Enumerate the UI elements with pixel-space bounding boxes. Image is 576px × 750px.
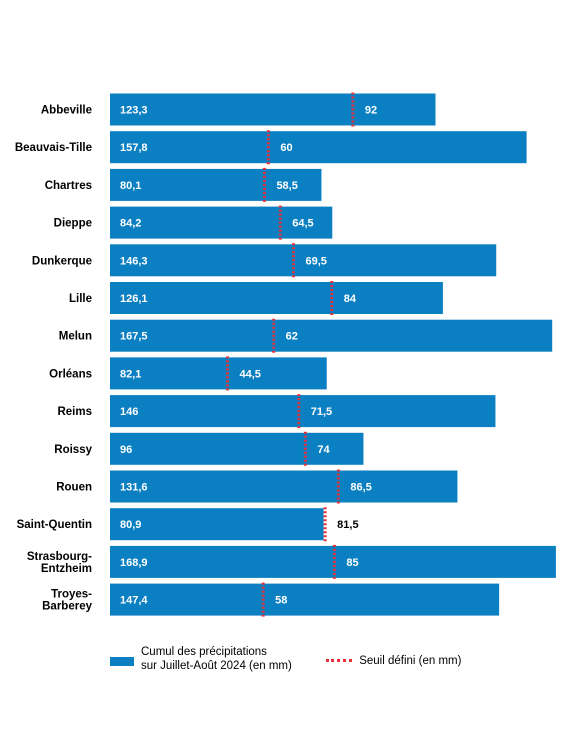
legend-threshold-entry: Seuil défini (en mm) (326, 655, 461, 667)
threshold-value-label: 69,5 (305, 255, 326, 267)
category-label: Roissy (54, 444, 92, 456)
bar-value-label: 123,3 (120, 105, 148, 117)
category-label: Beauvais-Tille (15, 142, 92, 154)
bar-value-label: 126,1 (120, 293, 148, 305)
bar (110, 319, 553, 352)
category-label: Abbeville (41, 105, 92, 117)
bar-value-label: 146,3 (120, 255, 148, 267)
category-label: Strasbourg- (27, 551, 92, 563)
category-label: Chartres (45, 180, 92, 192)
category-label: Barberey (42, 601, 92, 613)
category-label: Reims (57, 406, 92, 418)
category-label: Entzheim (41, 563, 92, 575)
threshold-value-label: 60 (280, 142, 292, 154)
bar-value-label: 167,5 (120, 331, 148, 343)
bar (110, 282, 443, 314)
threshold-value-label: 44,5 (239, 368, 260, 380)
bar-value-label: 80,1 (120, 180, 141, 192)
bar-value-label: 147,4 (120, 595, 148, 607)
bar (110, 131, 527, 164)
legend-threshold-label: Seuil défini (en mm) (359, 655, 462, 667)
category-label: Dieppe (54, 218, 92, 230)
bar (110, 508, 324, 541)
bar-value-label: 131,6 (120, 482, 148, 494)
bar (110, 395, 496, 428)
threshold-value-label: 62 (286, 331, 298, 343)
threshold-value-label: 58,5 (276, 180, 297, 192)
bar (110, 168, 322, 201)
legend-threshold-swatch (326, 659, 352, 663)
threshold-value-label: 64,5 (292, 218, 313, 230)
bar (110, 93, 436, 126)
bar-value-label: 96 (120, 444, 132, 456)
legend-bar-swatch (110, 657, 134, 666)
threshold-value-label: 84 (344, 293, 357, 305)
bar-value-label: 80,9 (120, 519, 141, 531)
threshold-value-label: 85 (346, 557, 358, 569)
threshold-value-label: 92 (365, 105, 377, 117)
legend-bar-label-line-2: sur Juillet-Août 2024 (en mm) (141, 660, 292, 672)
bar (110, 583, 500, 616)
bar-value-label: 157,8 (120, 142, 148, 154)
category-label: Rouen (56, 482, 92, 494)
threshold-value-label: 58 (275, 595, 287, 607)
category-label: Troyes- (51, 589, 92, 601)
category-label: Saint-Quentin (17, 519, 92, 531)
bar-value-label: 82,1 (120, 368, 141, 380)
bar-value-label: 146 (120, 406, 138, 418)
category-label: Melun (59, 331, 92, 343)
threshold-value-label: 81,5 (337, 519, 358, 531)
category-label: Orléans (49, 368, 92, 380)
threshold-value-label: 86,5 (350, 482, 371, 494)
bar (110, 432, 364, 465)
threshold-value-label: 74 (317, 444, 330, 456)
bar-value-label: 84,2 (120, 218, 141, 230)
bar (110, 357, 327, 390)
bar (110, 470, 458, 503)
bar (110, 206, 333, 239)
bar (110, 244, 497, 277)
legend-bar-label-line-1: Cumul des précipitations (141, 646, 267, 658)
bar-value-label: 168,9 (120, 557, 148, 569)
category-label: Lille (69, 293, 92, 305)
threshold-value-label: 71,5 (311, 406, 332, 418)
category-label: Dunkerque (32, 255, 92, 267)
